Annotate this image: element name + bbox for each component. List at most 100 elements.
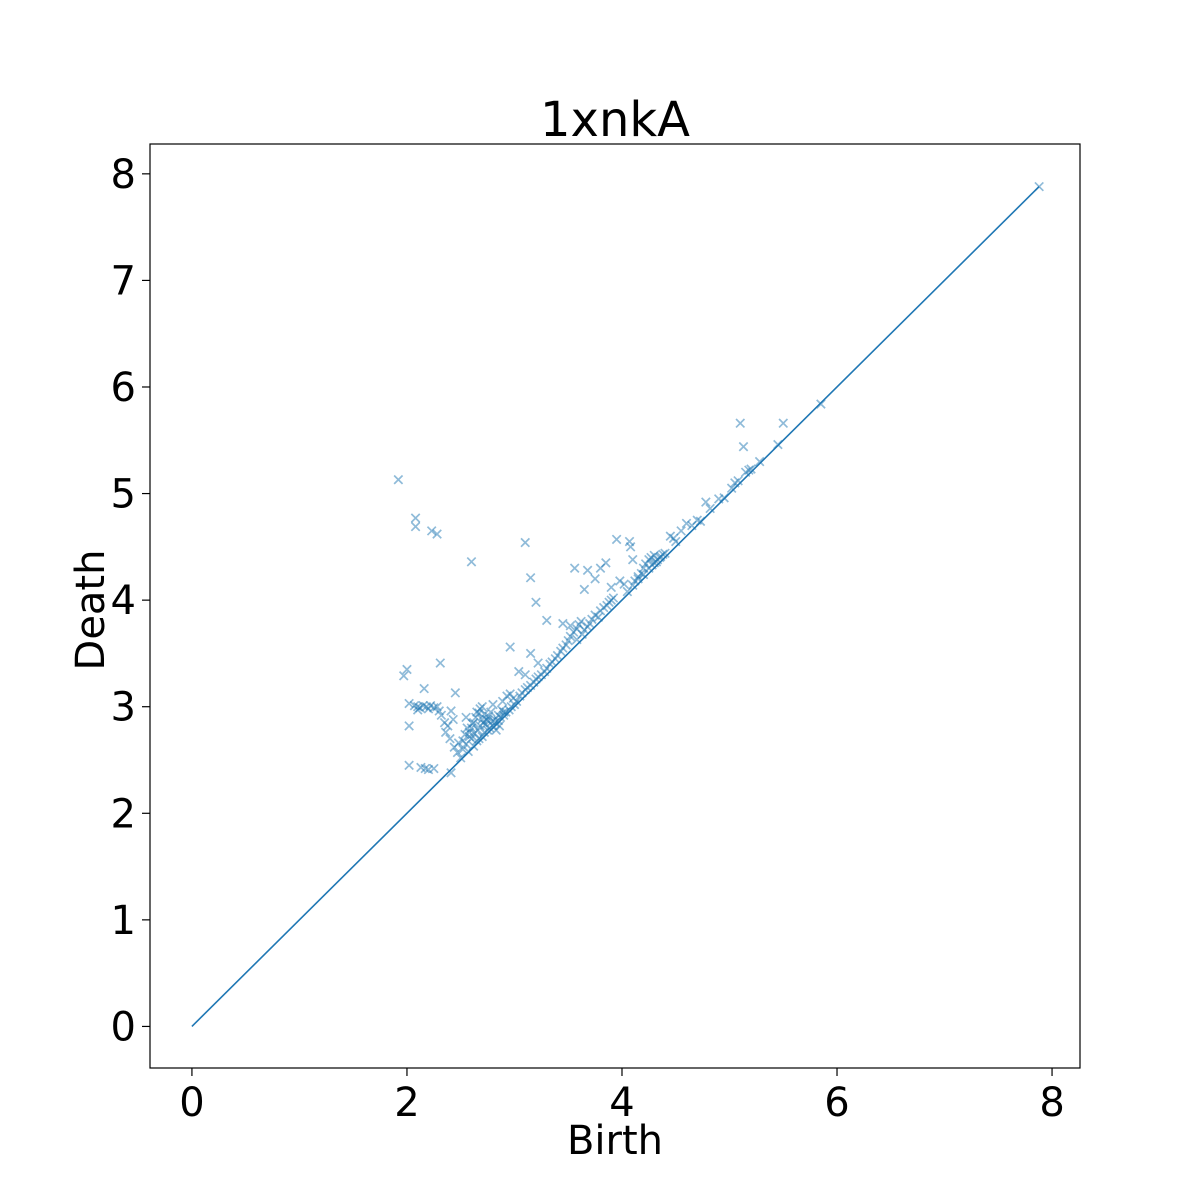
data-point: [660, 548, 670, 559]
data-point: [676, 526, 686, 536]
data-point: [402, 664, 412, 675]
diagonal-line: [191, 186, 1040, 1027]
data-point: [606, 582, 617, 593]
data-point: [404, 721, 414, 731]
data-point: [410, 521, 421, 532]
data-point: [480, 720, 491, 730]
y-tick-label: 4: [111, 578, 136, 624]
data-point: [466, 733, 477, 744]
data-point: [440, 727, 451, 738]
data-point: [508, 693, 519, 703]
data-point: [577, 629, 588, 640]
data-point: [466, 556, 477, 567]
data-point: [719, 493, 729, 503]
data-point: [579, 584, 590, 595]
plot-area: [191, 181, 1044, 1027]
y-tick-label: 3: [111, 685, 136, 731]
axes-frame: [149, 143, 1081, 1069]
y-tick-label: 0: [111, 1004, 136, 1050]
x-axis-ticks: 0 2 4 6 8: [179, 1068, 1065, 1126]
y-tick-label: 2: [111, 791, 136, 837]
scatter-points: [393, 181, 1044, 778]
data-point: [558, 618, 568, 629]
chart-title: 1xnkA: [540, 92, 690, 148]
data-point: [593, 612, 604, 622]
data-point: [398, 671, 409, 681]
data-point: [404, 760, 414, 771]
data-point: [474, 708, 484, 718]
x-tick-label: 6: [824, 1080, 849, 1126]
data-point: [627, 554, 638, 565]
data-point: [735, 418, 746, 429]
data-point: [505, 642, 515, 652]
data-point: [477, 701, 488, 712]
y-tick-label: 8: [111, 152, 136, 198]
data-point: [625, 542, 636, 552]
data-point: [419, 683, 429, 694]
data-point: [420, 763, 431, 774]
data-point: [393, 474, 404, 485]
data-point: [601, 558, 611, 568]
data-point: [520, 537, 531, 548]
data-point: [494, 721, 505, 731]
x-tick-label: 2: [394, 1080, 419, 1126]
data-point: [733, 475, 743, 486]
data-point: [477, 714, 488, 725]
data-point: [513, 666, 524, 677]
data-point: [448, 714, 458, 725]
data-point: [582, 565, 593, 576]
data-point: [462, 723, 472, 733]
data-point: [531, 597, 541, 608]
data-point: [520, 669, 531, 680]
data-point: [705, 503, 715, 514]
data-point: [816, 399, 826, 409]
data-point: [754, 456, 765, 467]
data-point: [695, 516, 706, 527]
data-point: [681, 518, 692, 529]
data-point: [429, 702, 439, 713]
data-point: [619, 579, 629, 589]
data-point: [458, 744, 468, 755]
data-point: [746, 464, 756, 474]
data-point: [488, 699, 498, 710]
data-point: [778, 418, 789, 429]
data-point: [590, 574, 600, 584]
data-point: [1034, 181, 1044, 192]
data-point: [446, 706, 456, 716]
y-tick-label: 1: [111, 898, 136, 944]
data-point: [412, 705, 423, 715]
data-point: [533, 658, 543, 668]
data-point: [435, 658, 446, 668]
data-point: [445, 733, 455, 744]
data-point: [487, 716, 497, 727]
y-tick-label: 7: [111, 258, 136, 304]
y-axis-ticks: 0 1 2 3 4 5 6 7 8: [111, 152, 150, 1050]
data-point: [410, 513, 421, 523]
data-point: [436, 710, 447, 721]
data-point: [404, 698, 414, 709]
y-tick-label: 5: [111, 472, 136, 518]
data-point: [569, 563, 580, 573]
data-point: [452, 747, 463, 758]
x-tick-label: 0: [179, 1080, 204, 1126]
data-point: [738, 441, 749, 452]
data-point: [525, 572, 536, 583]
data-point: [483, 711, 494, 722]
data-point: [453, 738, 464, 748]
data-point: [460, 729, 470, 740]
data-point: [608, 593, 619, 603]
data-point: [565, 620, 576, 631]
data-point: [450, 688, 461, 698]
data-point: [773, 439, 783, 450]
data-point: [611, 534, 622, 545]
y-tick-label: 6: [111, 365, 136, 411]
x-tick-label: 8: [1039, 1080, 1064, 1126]
data-point: [426, 526, 437, 536]
y-axis-label: Death: [68, 550, 114, 671]
data-point: [670, 536, 681, 547]
data-point: [541, 615, 552, 626]
x-tick-label: 4: [609, 1080, 634, 1126]
data-point: [429, 763, 439, 774]
